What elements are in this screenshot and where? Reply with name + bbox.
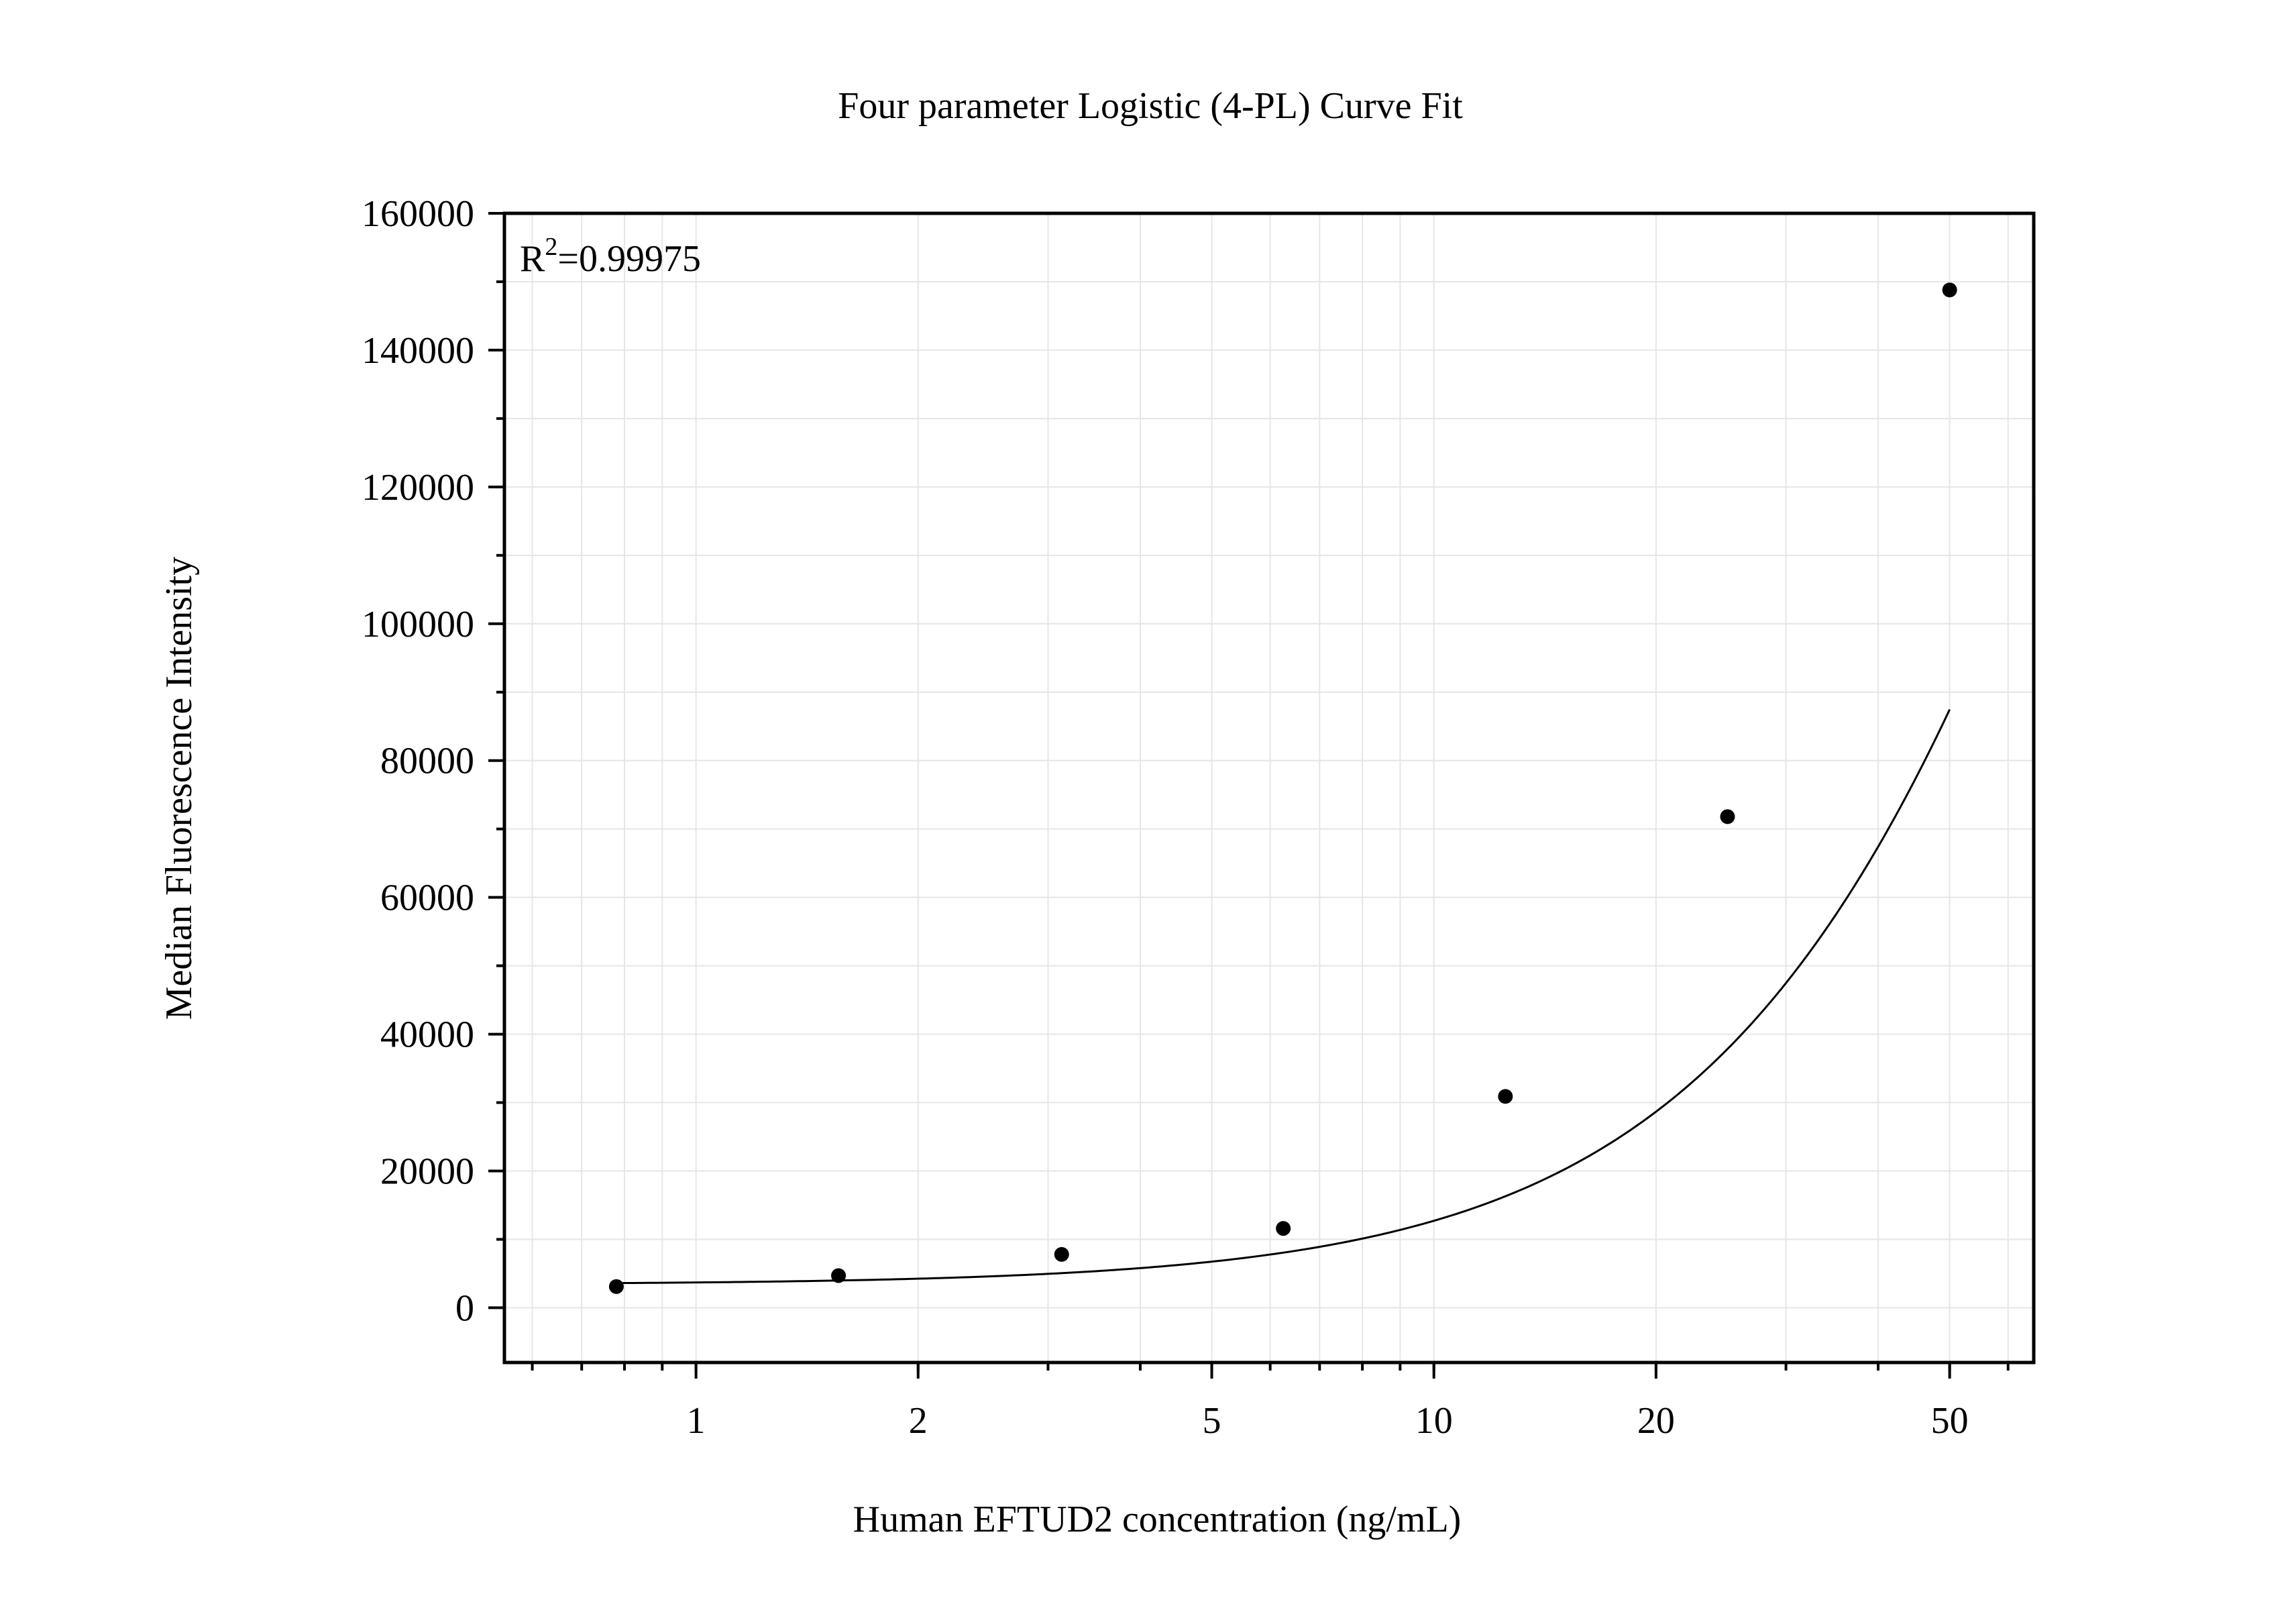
y-tick-label: 0 bbox=[455, 1287, 474, 1329]
data-point bbox=[831, 1268, 846, 1283]
y-tick-label: 20000 bbox=[380, 1151, 474, 1193]
x-tick-label: 10 bbox=[1415, 1400, 1453, 1442]
data-point bbox=[1498, 1089, 1513, 1104]
data-point bbox=[1276, 1221, 1291, 1236]
r-squared-annotation: R2=0.99975 bbox=[520, 233, 701, 280]
y-tick-label: 140000 bbox=[362, 330, 474, 372]
x-tick-label: 5 bbox=[1203, 1400, 1221, 1442]
r-squared-superscript: 2 bbox=[545, 233, 557, 261]
y-tick-label: 80000 bbox=[380, 741, 474, 782]
y-tick-label: 40000 bbox=[380, 1014, 474, 1056]
y-axis-label: Median Fluorescence Intensity bbox=[158, 557, 200, 1020]
x-tick-label: 2 bbox=[909, 1400, 928, 1442]
x-axis-label: Human EFTUD2 concentration (ng/mL) bbox=[853, 1499, 1462, 1540]
x-tick-label: 50 bbox=[1931, 1400, 1969, 1442]
y-tick-label: 100000 bbox=[362, 604, 474, 645]
data-point bbox=[1942, 282, 1957, 298]
data-points bbox=[608, 282, 1957, 1294]
data-point bbox=[1054, 1246, 1069, 1262]
r-squared-base: R bbox=[520, 238, 545, 280]
ticks bbox=[488, 212, 2010, 1379]
tick-labels: 1 2 5 10 20 50 0 20000 40000 60000 80000 100000 1200… bbox=[362, 193, 1969, 1442]
y-tick-label: 60000 bbox=[380, 877, 474, 919]
x-tick-label: 20 bbox=[1637, 1400, 1675, 1442]
y-tick-label: 160000 bbox=[362, 193, 474, 235]
y-tick-label: 120000 bbox=[362, 467, 474, 509]
r-squared-value: =0.99975 bbox=[557, 238, 701, 280]
chart-title: Four parameter Logistic (4-PL) Curve Fit bbox=[838, 85, 1463, 127]
data-point bbox=[608, 1279, 624, 1294]
x-tick-label: 1 bbox=[687, 1400, 706, 1442]
data-point bbox=[1720, 809, 1735, 824]
